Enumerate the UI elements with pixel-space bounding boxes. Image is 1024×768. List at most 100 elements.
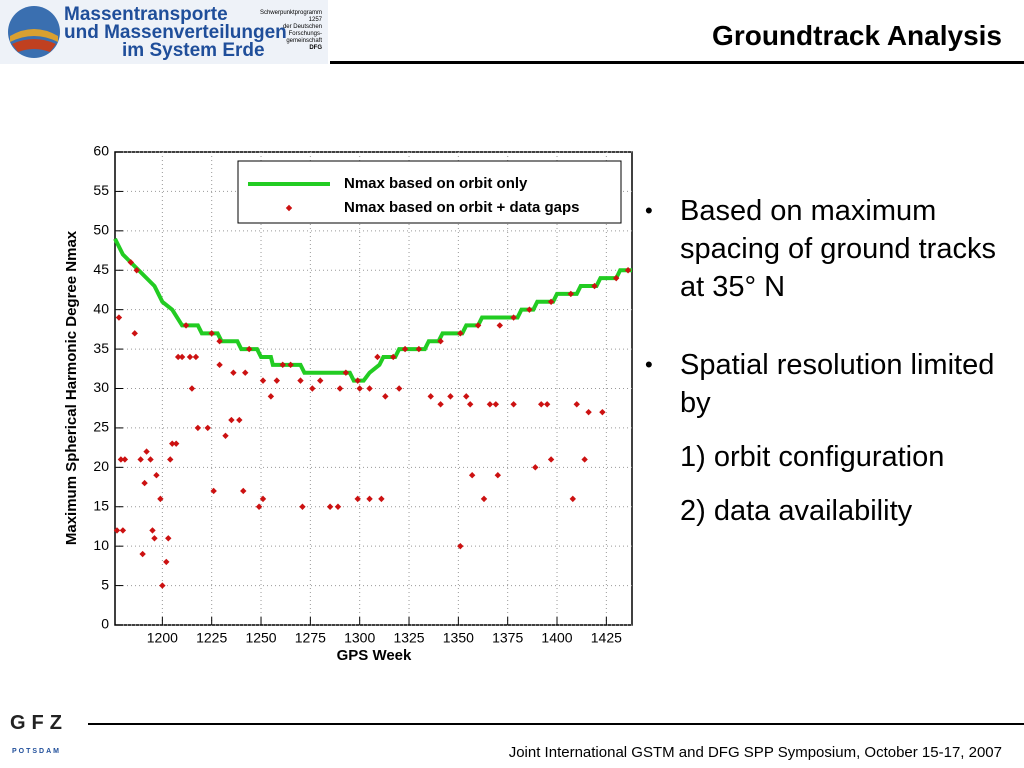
marker: [141, 479, 148, 487]
marker: [163, 558, 170, 566]
marker: [573, 401, 580, 408]
marker: [437, 401, 444, 408]
marker: [157, 495, 164, 503]
marker: [463, 393, 470, 400]
marker: [194, 424, 202, 432]
x-tick-label: 1225: [196, 630, 227, 646]
marker: [547, 298, 555, 305]
y-tick-label: 0: [101, 616, 109, 632]
line: [113, 237, 632, 383]
footer-text: Joint International GSTM and DFG SPP Sym…: [508, 744, 1002, 761]
x-tick-label: 1425: [591, 630, 622, 646]
y-tick-label: 10: [93, 537, 109, 553]
marker: [186, 353, 194, 361]
marker: [366, 385, 373, 392]
marker: [113, 527, 121, 534]
marker: [356, 385, 363, 392]
marker: [216, 361, 223, 369]
rule: [330, 61, 1024, 64]
logo-note: der Deutschen: [282, 24, 322, 30]
marker: [309, 385, 316, 392]
legend-box: [237, 160, 622, 224]
y-tick-label: 55: [93, 182, 109, 198]
marker: [216, 338, 223, 345]
logo-note: gemeinschaft: [286, 38, 322, 44]
y-tick-label: 25: [93, 419, 109, 435]
y-tick-label: 50: [93, 222, 109, 238]
marker: [496, 322, 503, 329]
marker: [192, 353, 200, 361]
x-tick-label: 1275: [295, 630, 326, 646]
x-tick-label: 1350: [443, 630, 474, 646]
marker: [581, 456, 588, 463]
marker: [526, 306, 533, 313]
marker: [457, 330, 464, 337]
marker: [143, 448, 150, 455]
marker: [167, 456, 174, 463]
marker: [547, 456, 555, 463]
marker: [174, 353, 182, 361]
marker: [297, 377, 304, 384]
x-tick-label: 1250: [245, 630, 276, 646]
y-tick-label: 30: [93, 379, 109, 395]
marker: [624, 267, 632, 274]
marker: [210, 487, 217, 495]
marker: [390, 353, 397, 361]
marker: [317, 377, 324, 384]
chart: GPS Week Maximum Spherical Harmonic Degr…: [63, 143, 633, 664]
bullet-item: 2) data availability: [680, 495, 913, 527]
x-tick-label: 1200: [147, 630, 178, 646]
marker: [178, 353, 186, 361]
x-tick-label: 1375: [492, 630, 523, 646]
marker: [242, 369, 249, 376]
marker: [334, 503, 342, 510]
marker: [427, 393, 434, 400]
marker: [613, 274, 620, 282]
marker: [159, 582, 166, 589]
bullet-group: Spatial resolution limited by 1) orbit co…: [645, 346, 1015, 530]
marker: [230, 369, 237, 376]
marker: [117, 456, 125, 463]
x-tick-label: 1400: [541, 630, 572, 646]
marker: [494, 472, 502, 479]
legend-label: Nmax based on orbit + data gaps: [344, 199, 579, 216]
marker: [326, 503, 334, 510]
marker: [354, 377, 361, 384]
bullets: Based on maximum spacing of ground track…: [645, 192, 1015, 570]
marker: [222, 432, 229, 439]
y-tick-label: 45: [93, 261, 109, 277]
marker: [538, 401, 545, 408]
marker: [172, 440, 180, 447]
marker: [119, 527, 127, 534]
marker: [115, 314, 123, 321]
marker: [287, 361, 294, 369]
marker: [447, 393, 454, 400]
legend-label: Nmax based on orbit only: [344, 175, 528, 192]
marker: [127, 259, 134, 266]
marker: [591, 282, 598, 290]
x-tick-label: 1325: [393, 630, 424, 646]
marker: [131, 330, 138, 337]
y-tick-label: 5: [101, 576, 109, 592]
bullet-group: Based on maximum spacing of ground track…: [645, 192, 1015, 306]
marker: [532, 464, 539, 471]
slide-title: Groundtrack Analysis: [712, 20, 1002, 51]
marker: [354, 495, 361, 503]
marker: [336, 385, 344, 392]
marker: [415, 345, 423, 353]
legend-swatch: [285, 204, 293, 212]
bullet-item: 1) orbit configuration: [680, 441, 945, 473]
bullet: Spatial resolution limited by: [645, 346, 1015, 422]
marker: [486, 401, 494, 408]
y-tick-label: 15: [93, 497, 109, 513]
marker: [510, 314, 517, 321]
marker: [474, 322, 482, 329]
marker: [366, 495, 373, 503]
marker: [165, 535, 172, 542]
logo-text: im System Erde: [122, 40, 265, 61]
marker: [245, 345, 253, 353]
x-label: GPS Week: [337, 647, 412, 664]
logo-box: Massentransporte und Massenverteilungen …: [0, 0, 328, 64]
marker: [259, 377, 267, 384]
